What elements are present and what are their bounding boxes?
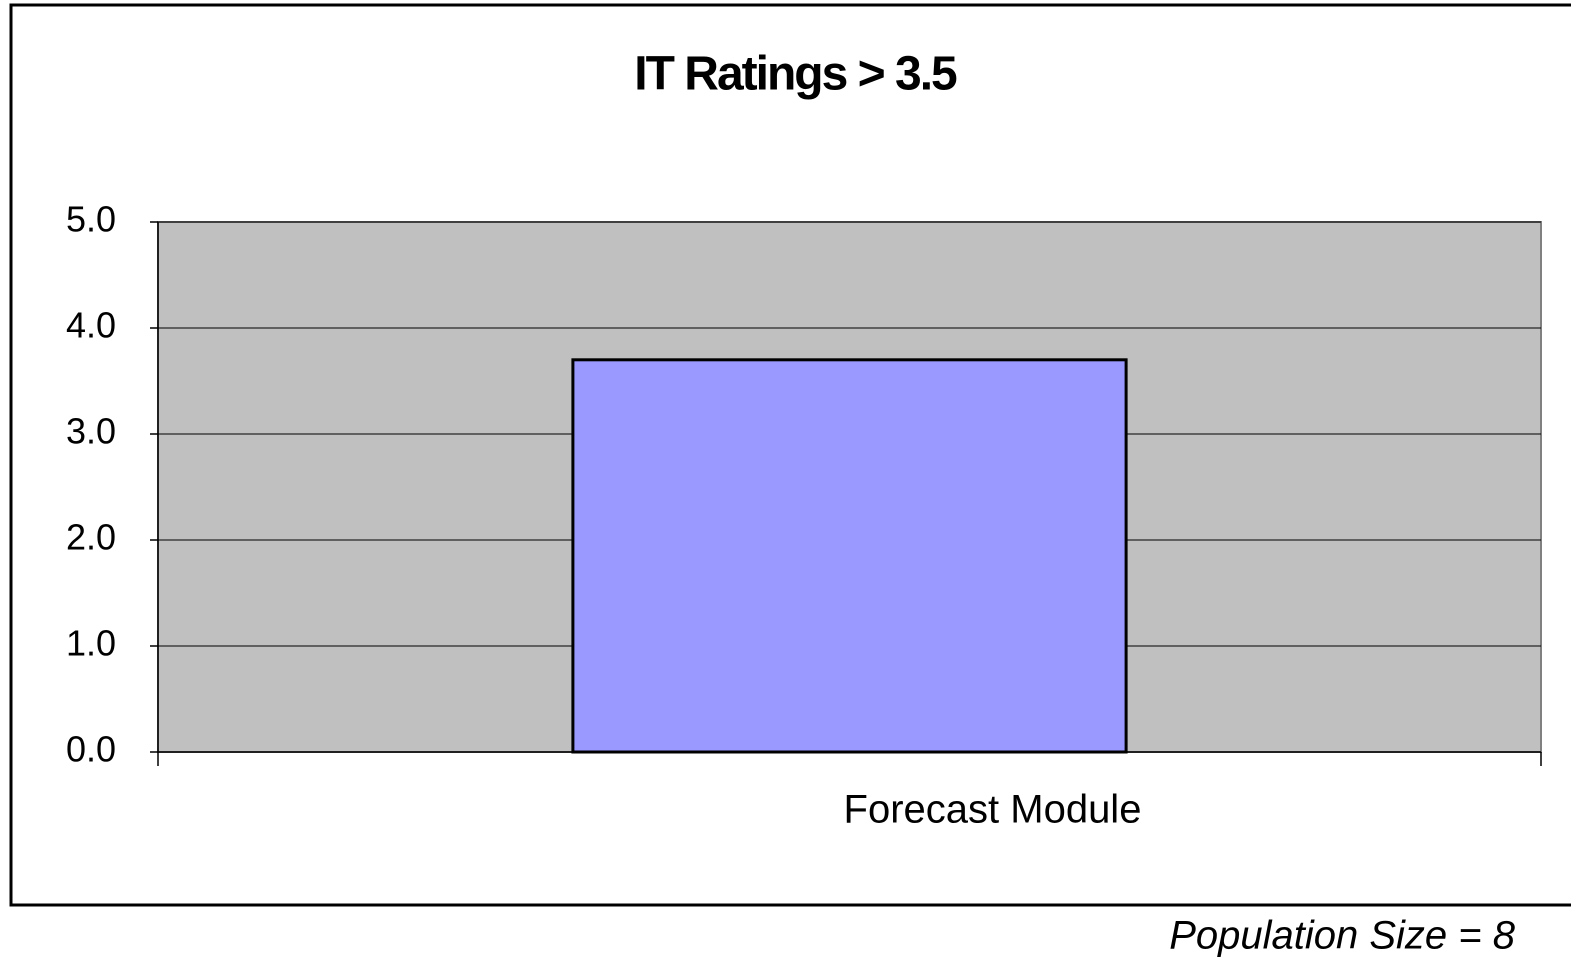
y-tick-label: 1.0	[66, 623, 116, 664]
x-tick-label: Forecast Module	[844, 788, 1142, 832]
bar	[571, 358, 1128, 754]
y-tick-label: 2.0	[66, 517, 116, 558]
y-tick-label: 0.0	[66, 729, 116, 770]
annotation: Population Size = 8	[1169, 914, 1516, 958]
y-tick-label: 4.0	[66, 305, 116, 346]
y-tick-label: 3.0	[66, 411, 116, 452]
chart-title: IT Ratings > 3.5	[634, 48, 957, 101]
y-tick-label: 5.0	[66, 199, 116, 240]
